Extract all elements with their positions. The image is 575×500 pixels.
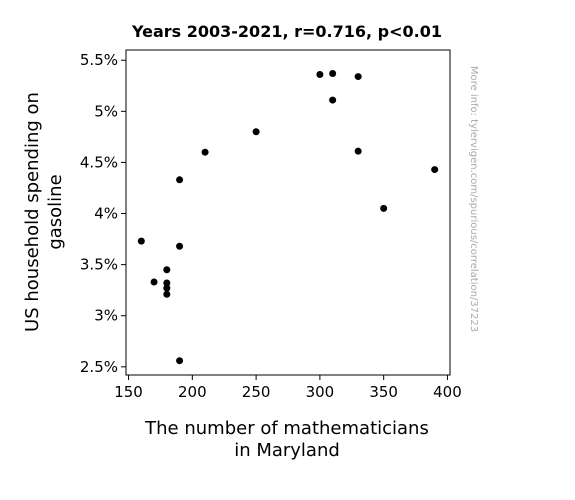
data-point <box>176 242 184 250</box>
data-point <box>163 266 171 274</box>
data-point <box>431 166 439 174</box>
y-tick-label: 4% <box>94 205 118 223</box>
data-point <box>176 176 184 184</box>
x-tick-label: 250 <box>242 383 271 401</box>
y-tick-label: 2.5% <box>80 358 118 376</box>
y-tick-label: 3.5% <box>80 256 118 274</box>
y-axis-label-line-2: gasoline <box>45 174 66 249</box>
data-point <box>354 147 362 155</box>
x-tick-label: 400 <box>433 383 462 401</box>
data-point <box>329 96 337 104</box>
y-axis: 2.5% 3% 3.5% 4% 4.5% 5% 5.5% <box>80 51 126 376</box>
y-axis-label-line-1: US household spending on <box>22 92 43 332</box>
data-point <box>201 148 209 156</box>
data-point <box>329 70 337 78</box>
data-point <box>176 357 184 365</box>
y-tick-label: 3% <box>94 307 118 325</box>
data-point <box>150 278 158 286</box>
data-point <box>163 279 171 287</box>
data-point <box>163 290 171 298</box>
x-axis-label-line-1: The number of mathematicians <box>144 418 429 439</box>
data-point <box>316 71 324 79</box>
plot-area <box>125 49 451 376</box>
source-watermark: More info: tylervigen.com/spurious/corre… <box>468 66 479 332</box>
x-tick-label: 300 <box>306 383 335 401</box>
data-points <box>137 70 439 365</box>
x-tick-label: 200 <box>178 383 207 401</box>
x-tick-label: 350 <box>369 383 398 401</box>
x-axis: 150 200 250 300 350 400 <box>114 375 462 401</box>
chart-title: Years 2003-2021, r=0.716, p<0.01 <box>131 22 442 41</box>
data-point <box>354 73 362 81</box>
data-point <box>137 237 145 245</box>
x-axis-label-line-2: in Maryland <box>234 440 340 461</box>
x-tick-label: 150 <box>114 383 143 401</box>
data-point <box>252 128 260 136</box>
data-point <box>163 284 171 292</box>
y-tick-label: 4.5% <box>80 153 118 171</box>
y-tick-label: 5% <box>94 102 118 120</box>
y-tick-label: 5.5% <box>80 51 118 69</box>
data-point <box>380 204 388 212</box>
